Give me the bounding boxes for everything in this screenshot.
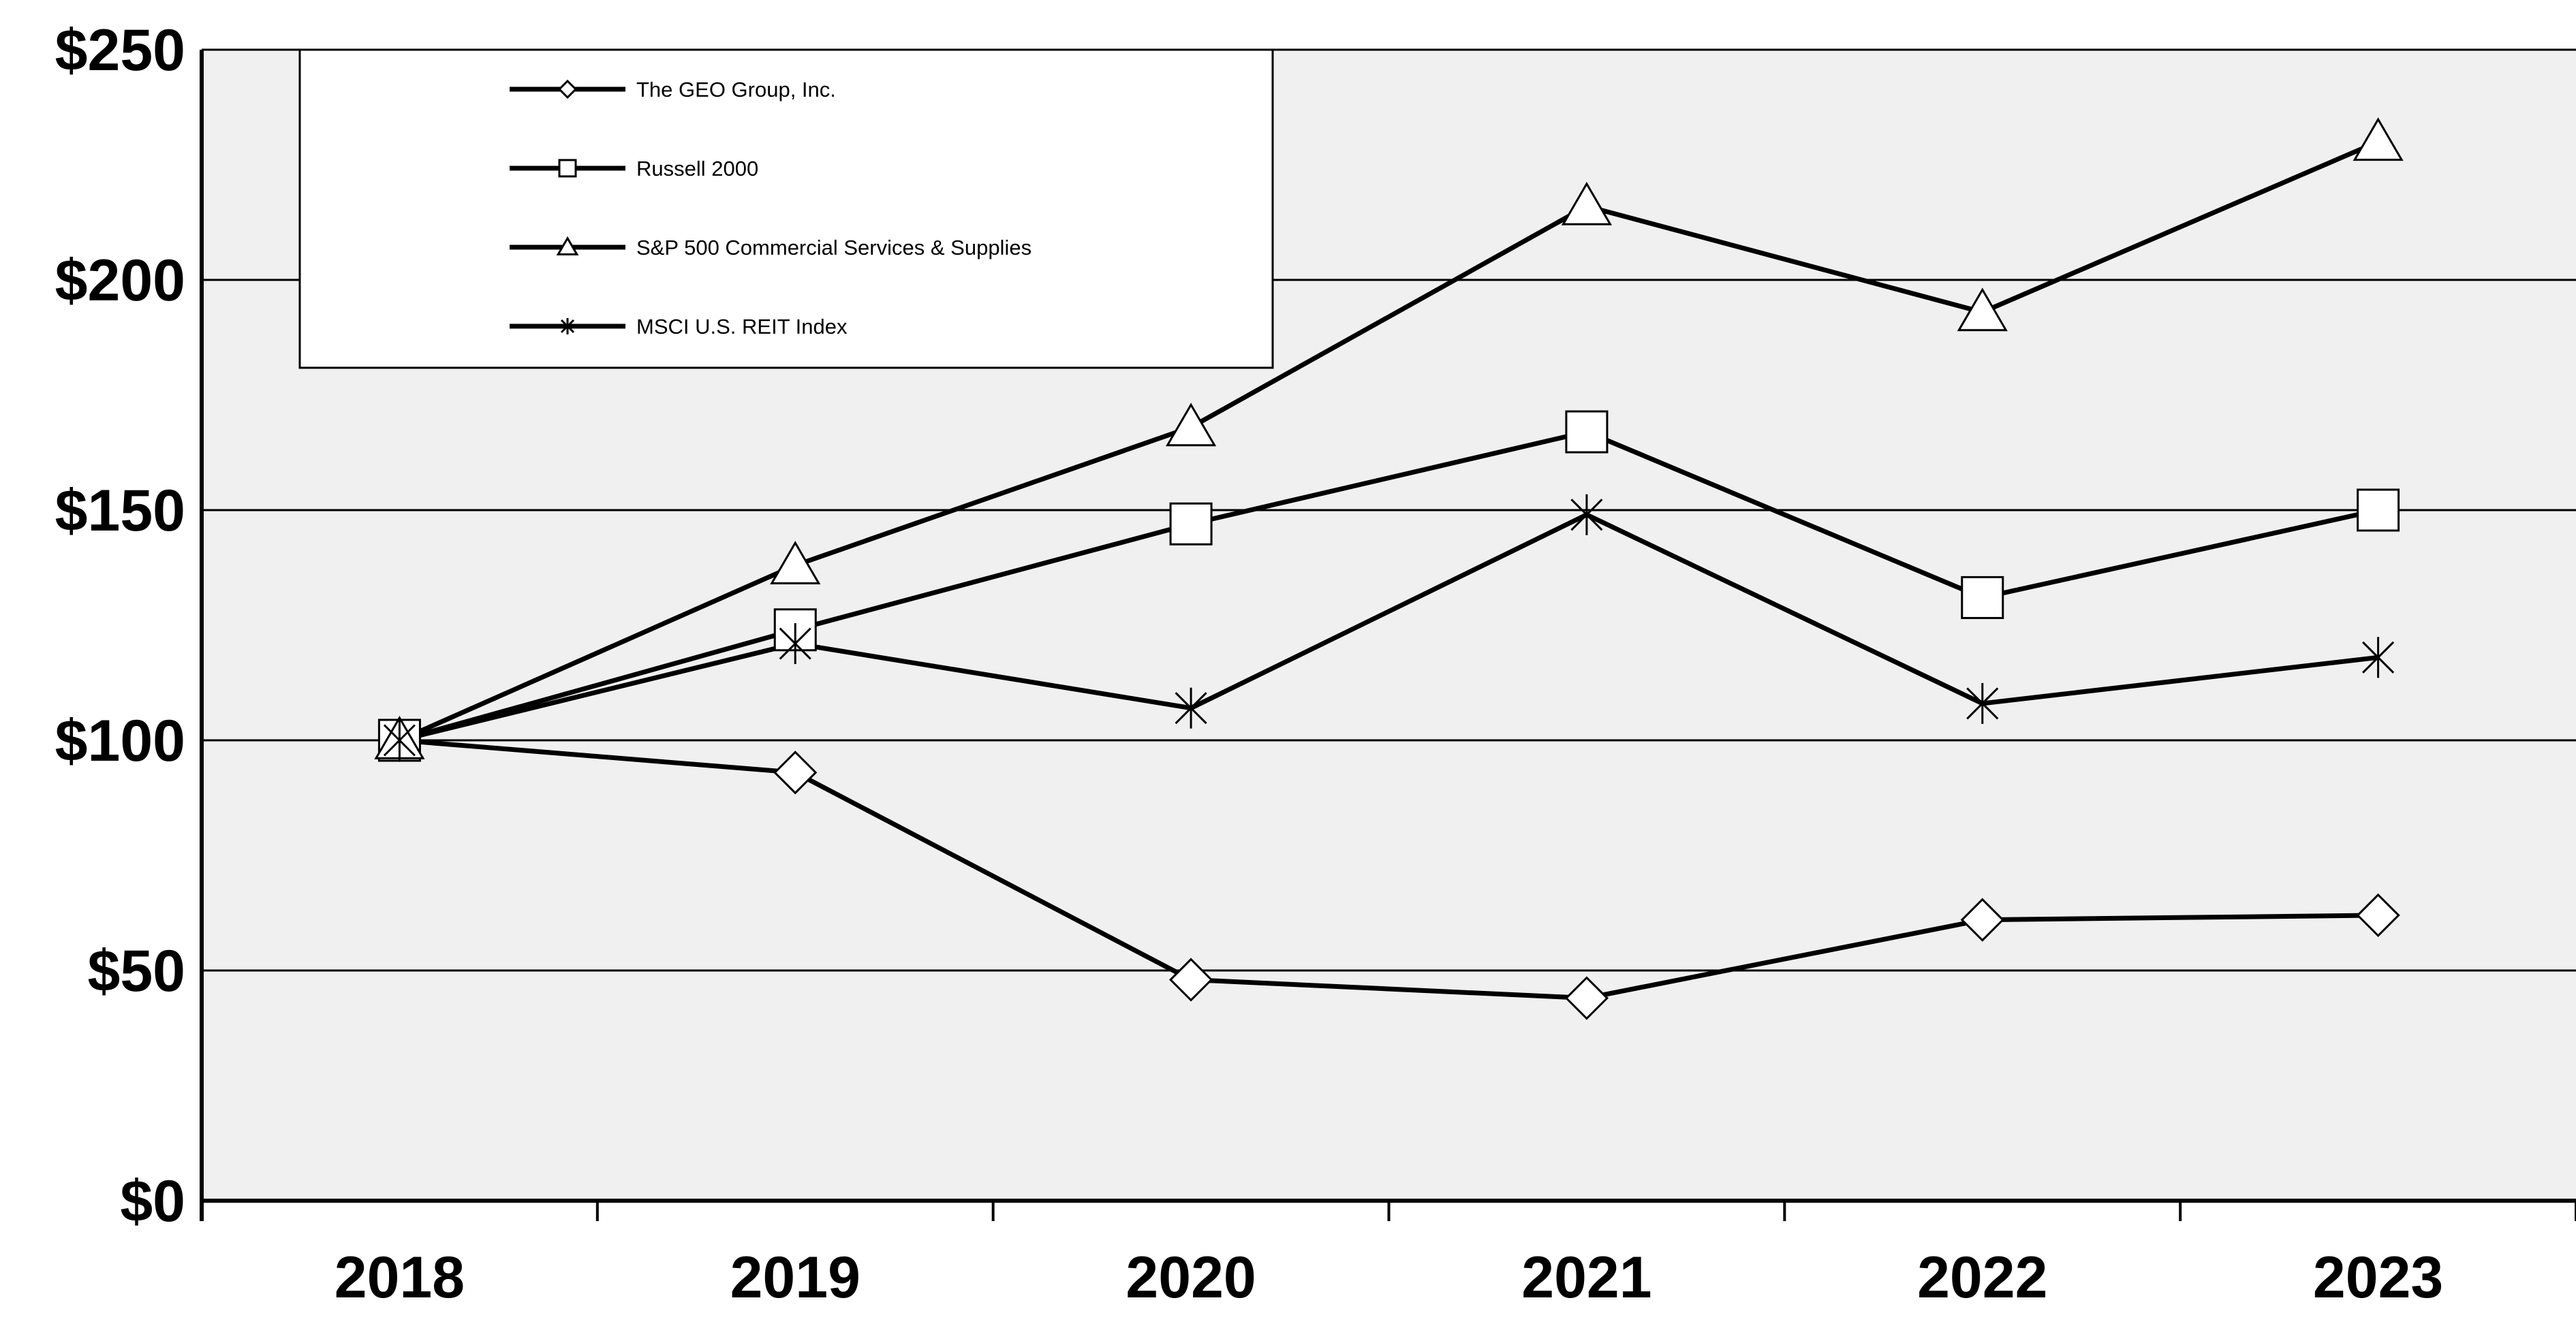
- data-point-asterisk: [779, 623, 811, 665]
- series-asterisk: [399, 512, 2378, 743]
- x-tick-label: 2023: [2313, 1245, 2443, 1310]
- data-point-diamond: [773, 751, 818, 795]
- legend-marker-asterisk: [560, 318, 575, 334]
- series-line: [399, 139, 2379, 743]
- data-point-square: [2357, 488, 2400, 532]
- data-point-triangle: [1561, 181, 1613, 225]
- data-point-diamond: [2356, 893, 2400, 938]
- x-tick-label: 2019: [730, 1245, 860, 1310]
- data-point-square: [1565, 410, 1609, 454]
- data-point-diamond: [1960, 898, 2004, 942]
- x-tick-label: 2022: [1917, 1245, 2047, 1310]
- data-point-triangle: [1957, 287, 2008, 332]
- data-point-diamond: [1564, 976, 1609, 1020]
- data-point-triangle: [1165, 402, 1217, 447]
- data-point-triangle: [770, 541, 821, 585]
- x-tick-label: 2020: [1126, 1245, 1256, 1310]
- series-triangle: [399, 139, 2379, 743]
- data-point-asterisk: [2362, 637, 2395, 678]
- series-line: [399, 429, 2379, 743]
- x-tick-label: 2021: [1521, 1245, 1651, 1310]
- legend-item: MSCI U.S. REIT Index: [510, 315, 848, 338]
- series-line: [399, 738, 2378, 1001]
- legend-item: Russell 2000: [510, 157, 758, 180]
- axes: $0 $50 $100 $150 $200 $250 2018 2019 2020 2021 202…: [55, 18, 2576, 1310]
- y-tick-label: $150: [55, 478, 185, 543]
- data-point-square: [1961, 575, 2004, 619]
- y-tick-label: $200: [55, 248, 185, 313]
- legend-item: The GEO Group, Inc.: [510, 78, 836, 101]
- data-point-asterisk: [1175, 687, 1207, 729]
- legend-marker-square: [558, 159, 577, 178]
- data-point-asterisk: [1966, 682, 1999, 724]
- series-square: [399, 429, 2379, 743]
- legend-label: MSCI U.S. REIT Index: [636, 315, 848, 338]
- y-tick-label: $100: [55, 708, 185, 774]
- data-point-triangle: [2353, 117, 2404, 161]
- series-lines: [374, 117, 2404, 1020]
- x-tick-label: 2018: [335, 1245, 465, 1310]
- legend-marker-triangle: [556, 236, 579, 256]
- series-diamond: [399, 738, 2378, 1001]
- data-point-diamond: [1168, 958, 1213, 1002]
- y-tick-label: $50: [88, 938, 186, 1004]
- series-line: [399, 512, 2378, 743]
- legend-label: The GEO Group, Inc.: [636, 78, 836, 101]
- y-tick-label: $0: [120, 1169, 185, 1234]
- legend-label: S&P 500 Commercial Services & Supplies: [636, 236, 1031, 259]
- legend-label: Russell 2000: [636, 157, 758, 180]
- y-tick-label: $250: [55, 18, 185, 83]
- legend-marker-diamond: [557, 79, 578, 99]
- legend-box: [298, 48, 1274, 369]
- data-point-asterisk: [1570, 494, 1603, 535]
- data-point-asterisk: [383, 720, 416, 761]
- series-markers-asterisk: [383, 494, 2395, 761]
- data-point-square: [1169, 502, 1213, 546]
- legend: The GEO Group, Inc. Russell 2000 S&P 500 C…: [298, 48, 1274, 369]
- legend-item: S&P 500 Commercial Services & Supplies: [510, 236, 1031, 259]
